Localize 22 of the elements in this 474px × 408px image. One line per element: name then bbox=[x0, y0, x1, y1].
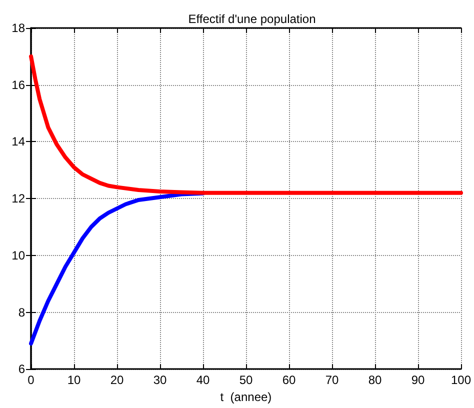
y-tick-label: 10 bbox=[12, 248, 26, 262]
x-tick-label: 70 bbox=[325, 373, 339, 388]
chart-title: Effectif d'une population bbox=[188, 12, 316, 26]
y-tick-label: 18 bbox=[12, 21, 26, 35]
x-tick-label: 100 bbox=[450, 373, 472, 388]
line-series bbox=[29, 54, 463, 195]
x-tick-label: 50 bbox=[239, 373, 253, 388]
y-tick-label: 12 bbox=[12, 192, 26, 206]
y-tick-label: 14 bbox=[12, 134, 26, 149]
x-tick-label: 20 bbox=[110, 373, 124, 388]
y-tick-label: 16 bbox=[12, 78, 26, 92]
x-tick-label: 10 bbox=[67, 373, 81, 388]
x-tick-label: 0 bbox=[28, 373, 35, 388]
x-tick-label: 40 bbox=[196, 373, 210, 388]
x-tick-label: 80 bbox=[368, 373, 382, 388]
line-series bbox=[29, 191, 205, 346]
y-tick-label: 8 bbox=[18, 305, 26, 320]
x-tick-label: 90 bbox=[411, 373, 425, 388]
y-tick-label: 6 bbox=[18, 362, 26, 376]
x-axis-title: t (annee) bbox=[220, 390, 272, 404]
x-tick-label: 30 bbox=[153, 373, 167, 388]
x-tick-label: 60 bbox=[282, 373, 296, 388]
